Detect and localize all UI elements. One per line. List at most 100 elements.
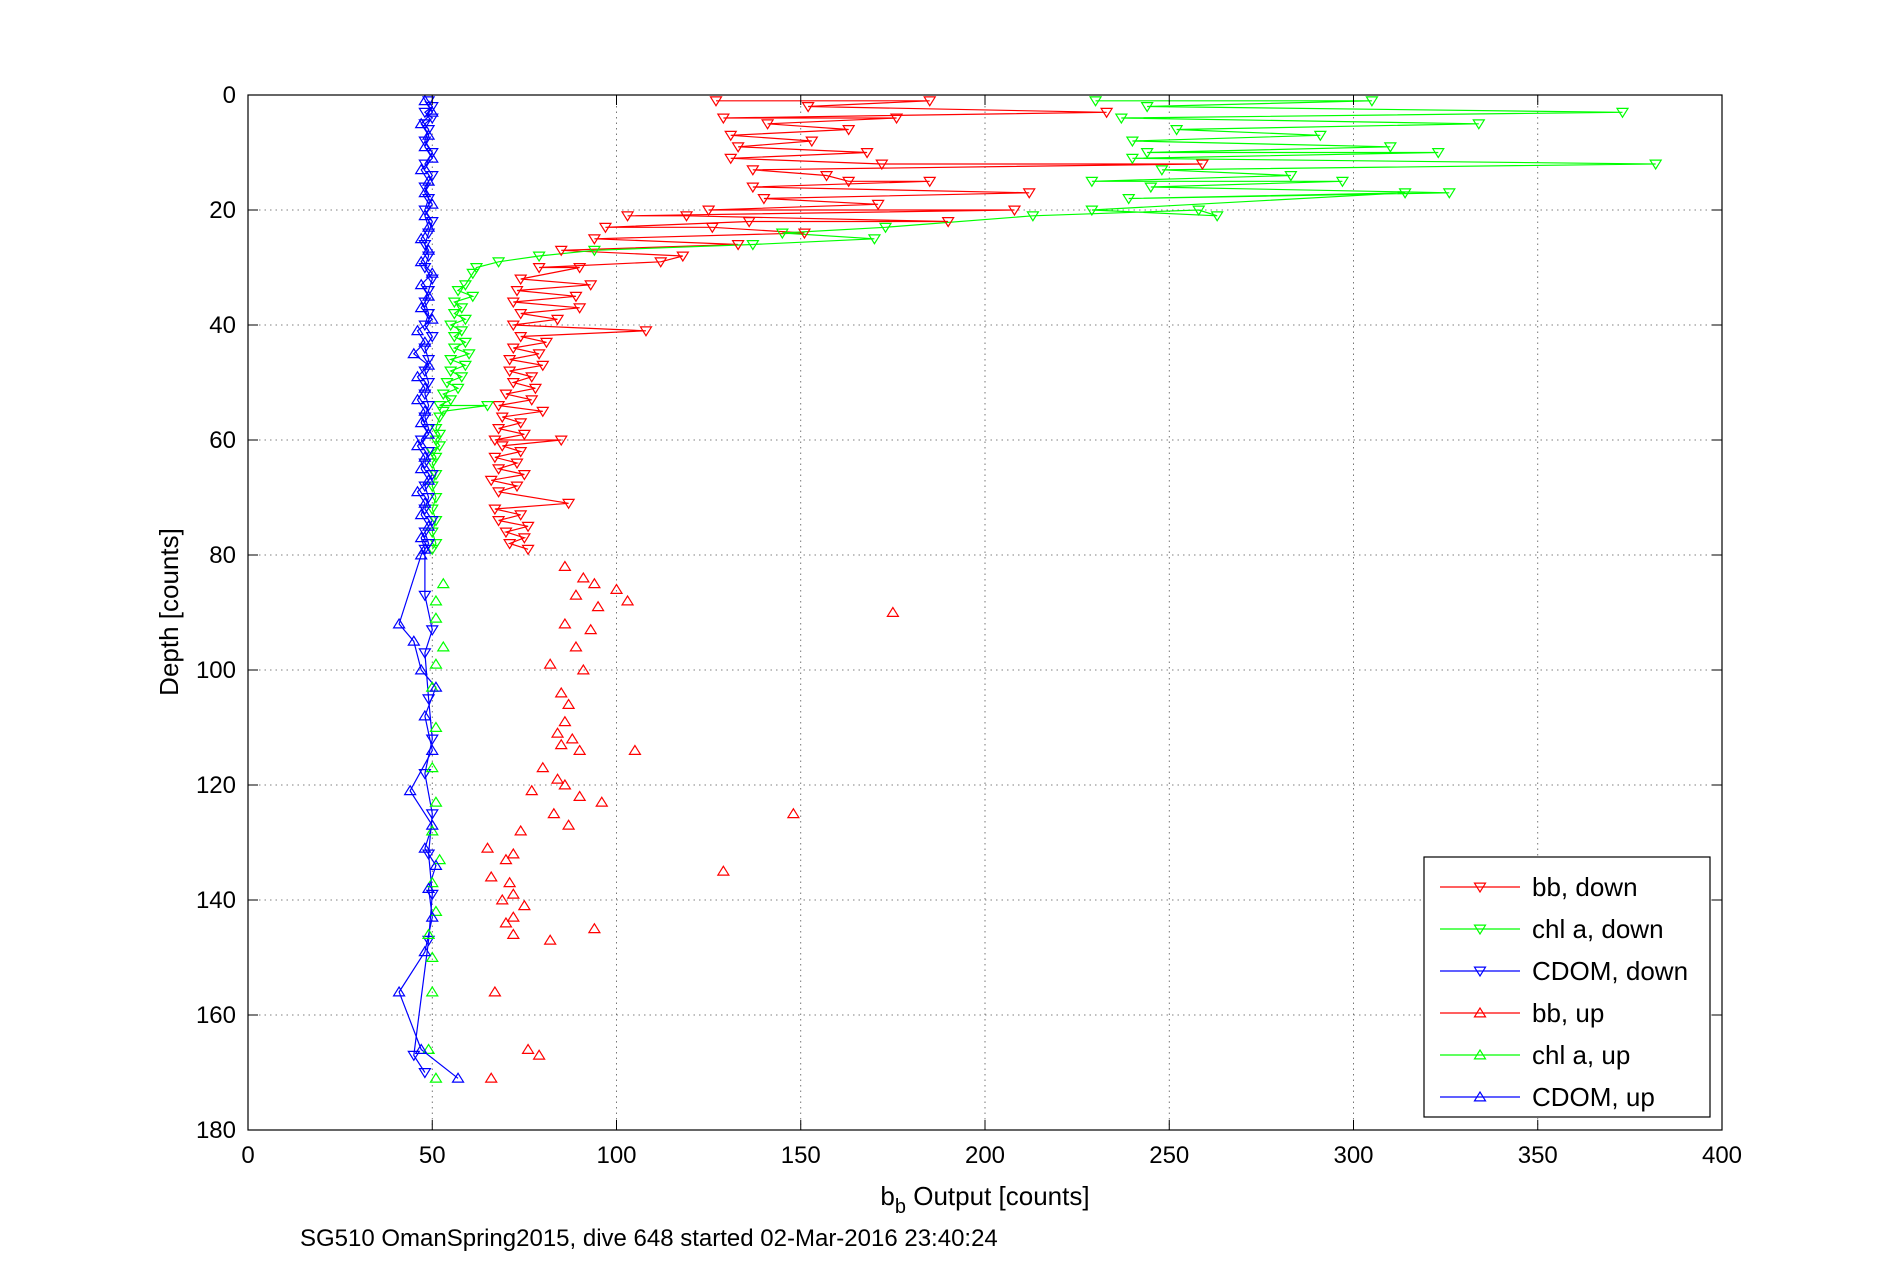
point-chl-a-down	[867, 234, 882, 245]
point-bb-down	[499, 389, 513, 401]
point-bb-up	[550, 727, 565, 738]
point-cdom-up	[418, 451, 432, 462]
point-bb-down	[517, 533, 531, 544]
point-bb-down	[510, 458, 524, 470]
point-chl-a-down	[1140, 102, 1154, 113]
x-tick-label: 350	[1518, 1142, 1558, 1169]
point-bb-down	[503, 539, 517, 550]
point-cdom-down	[421, 355, 436, 366]
x-tick-label: 400	[1702, 1142, 1742, 1169]
point-chl-a-down	[429, 493, 443, 504]
y-tick-label: 140	[196, 887, 236, 914]
point-cdom-up	[414, 255, 428, 267]
point-bb-down	[842, 125, 856, 136]
y-tick-label: 120	[196, 772, 236, 799]
point-bb-up	[550, 773, 565, 784]
x-tick-label: 150	[781, 1142, 821, 1169]
point-bb-down	[842, 176, 856, 188]
point-bb-down	[761, 119, 775, 130]
point-bb-up	[573, 790, 587, 801]
series-line-chl-a-down	[431, 100, 1656, 550]
point-chl-a-down	[1085, 205, 1099, 217]
point-cdom-up	[414, 531, 428, 543]
point-bb-up	[786, 807, 800, 819]
point-bb-down	[525, 372, 539, 383]
point-bb-down	[871, 199, 885, 211]
point-bb-down	[510, 481, 524, 493]
point-bb-up	[506, 928, 520, 939]
point-chl-a-down	[1210, 211, 1224, 222]
point-bb-down	[679, 211, 694, 222]
point-cdom-down	[425, 809, 439, 820]
point-chl-a-down	[447, 343, 461, 355]
point-cdom-down	[418, 343, 432, 355]
point-chl-a-down	[1140, 148, 1154, 159]
point-cdom-down	[421, 539, 436, 550]
point-chl-a-up	[429, 612, 443, 623]
point-bb-down	[521, 544, 535, 556]
point-cdom-up	[414, 301, 428, 313]
legend-label-chl-a-up: chl a, up	[1532, 1040, 1630, 1070]
point-chl-a-down	[1442, 188, 1456, 199]
point-cdom-up	[418, 497, 432, 508]
series-lines	[398, 100, 1656, 1079]
point-chl-a-down	[1192, 205, 1206, 217]
point-cdom-up	[421, 428, 436, 439]
point-chl-a-down	[458, 337, 472, 349]
point-chl-a-down	[1122, 194, 1136, 205]
point-cdom-down	[414, 435, 428, 447]
point-chl-a-down	[429, 435, 443, 447]
point-chl-a-down	[433, 412, 447, 424]
point-cdom-down	[425, 148, 439, 159]
point-bb-down	[801, 102, 815, 113]
point-bb-up	[562, 698, 576, 709]
y-tick-label: 100	[196, 657, 236, 684]
point-bb-up	[517, 899, 531, 911]
point-bb-down	[514, 510, 528, 521]
point-chl-a-down	[1431, 148, 1445, 159]
x-axis-label: bb Output [counts]	[880, 1181, 1089, 1218]
point-cdom-up	[418, 186, 432, 198]
point-bb-up	[558, 617, 572, 629]
point-cdom-up	[418, 209, 432, 221]
point-chl-a-down	[444, 320, 458, 332]
point-cdom-down	[421, 125, 436, 136]
point-bb-down	[484, 475, 498, 487]
point-bb-down	[491, 516, 506, 527]
point-chl-a-up	[436, 640, 450, 652]
point-bb-down	[573, 263, 587, 274]
point-bb-down	[1100, 107, 1114, 119]
point-cdom-down	[421, 493, 436, 504]
legend-marker-bb-up	[1473, 1006, 1487, 1018]
y-tick-label: 40	[209, 312, 236, 339]
point-bb-down	[587, 234, 601, 245]
point-cdom-up	[392, 617, 406, 629]
point-bb-down	[805, 136, 819, 148]
point-bb-down	[488, 504, 502, 516]
point-cdom-down	[418, 320, 432, 332]
point-cdom-up	[425, 744, 439, 755]
point-bb-up	[499, 916, 513, 928]
point-bb-down	[506, 297, 520, 309]
point-cdom-up	[414, 117, 428, 129]
point-chl-a-down	[451, 383, 465, 395]
point-bb-down	[584, 280, 598, 291]
point-bb-down	[716, 113, 730, 125]
point-chl-a-down	[1088, 96, 1103, 107]
point-bb-down	[573, 303, 587, 314]
point-chl-a-down	[746, 240, 760, 251]
point-bb-down	[1195, 159, 1209, 171]
point-cdom-down	[418, 1068, 432, 1079]
point-bb-up	[543, 658, 557, 669]
point-bb-down	[506, 343, 520, 355]
point-chl-a-down	[425, 504, 439, 516]
x-tick-label: 250	[1149, 1142, 1189, 1169]
point-bb-down	[503, 366, 517, 378]
point-bb-up	[558, 778, 572, 790]
point-chl-a-down	[436, 389, 450, 401]
point-bb-up	[532, 1049, 546, 1060]
point-chl-a-down	[1313, 130, 1327, 142]
point-chl-a-down	[429, 452, 443, 464]
point-bb-down	[532, 263, 546, 274]
legend-label-chl-a-down: chl a, down	[1532, 914, 1664, 944]
